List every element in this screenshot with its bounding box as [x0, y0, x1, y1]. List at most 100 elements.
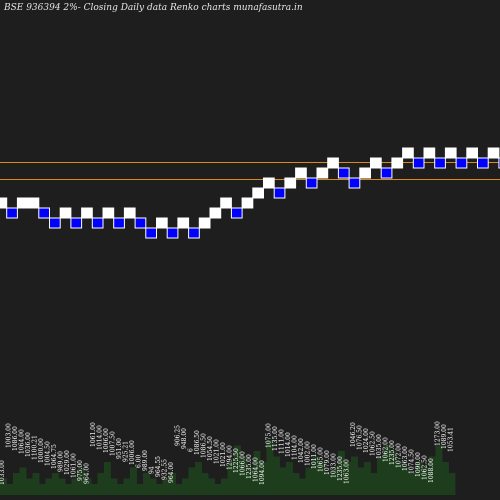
volume-bar [156, 484, 163, 495]
volume-label: 1100.21 [32, 435, 39, 460]
renko-brick-up [359, 167, 371, 179]
volume-bar [175, 484, 183, 495]
renko-brick-down [113, 217, 125, 229]
volume-label: 1002.00 [305, 441, 312, 466]
volume-bar [442, 462, 449, 495]
volume-label: 932.55 [162, 459, 169, 480]
volume-label: 975.00 [77, 460, 84, 481]
renko-brick-up [156, 217, 168, 229]
volume-bar [247, 467, 254, 495]
volume-label: 1003.00 [6, 423, 13, 448]
volume-label: 1074.50 [409, 449, 416, 474]
volume-bar [383, 445, 391, 495]
volume-bar [234, 445, 241, 495]
renko-brick-down [348, 177, 361, 189]
renko-brick-up [263, 177, 275, 189]
renko-brick-down [49, 217, 61, 229]
volume-label: 1235.00 [337, 456, 344, 481]
volume-bar [227, 462, 235, 495]
renko-brick-up [444, 147, 457, 159]
volume-bar [52, 473, 59, 495]
volume-bar [364, 462, 371, 495]
renko-brick-up [209, 207, 222, 219]
renko-brick-down [380, 167, 393, 179]
volume-label: 1061.00 [71, 453, 78, 478]
volume-label: 1042.00 [298, 438, 305, 463]
renko-brick-up [327, 157, 339, 169]
renko-brick-down [498, 157, 500, 169]
renko-brick-up [284, 177, 297, 189]
volume-label: 1053.41 [448, 427, 455, 452]
volume-label: 1063.00 [344, 459, 351, 484]
volume-bar [97, 473, 105, 495]
volume-label: 1064.75 [51, 444, 58, 469]
volume-label: 1029.00 [64, 450, 71, 475]
volume-bar [136, 484, 144, 495]
volume-label: 1111.00 [279, 429, 286, 454]
renko-brick-down [70, 217, 83, 229]
renko-brick-up [220, 197, 232, 209]
volume-label: 1235.00 [246, 454, 253, 479]
volume-bar [195, 462, 202, 495]
renko-brick-up [59, 207, 72, 219]
volume-bar [221, 478, 228, 495]
volume-label: 1089.00 [441, 424, 448, 449]
renko-brick-up [295, 167, 307, 179]
volume-bar [279, 467, 287, 495]
renko-brick-up [16, 197, 29, 209]
volume-label: 964.00 [84, 463, 91, 484]
renko-brick-up [423, 147, 436, 159]
volume-label: 1014.00 [97, 425, 104, 450]
volume-bar [104, 462, 111, 495]
volume-bar [312, 456, 319, 495]
volume-label: 94 [149, 466, 156, 474]
renko-brick-up [370, 157, 382, 169]
volume-bar [390, 451, 397, 495]
volume-label: 1014.00 [285, 432, 292, 457]
volume-label: 948.00 [181, 428, 188, 449]
volume-label: 951.00 [116, 438, 123, 459]
volume-bar [396, 462, 404, 495]
volume-label: 1065.00 [318, 447, 325, 472]
volume-bar [273, 456, 280, 495]
volume-bar [331, 467, 339, 495]
renko-brick-up [27, 197, 40, 209]
volume-label: 1035.00 [376, 434, 383, 459]
volume-label: 1024.00 [363, 428, 370, 453]
volume-bar [169, 473, 176, 495]
volume-bar [338, 451, 345, 495]
volume-label: 1000.00 [38, 438, 45, 463]
renko-brick-up [81, 207, 93, 219]
volume-label: 1033.00 [331, 453, 338, 478]
volume-bar [325, 473, 332, 495]
renko-brick-down [166, 227, 179, 239]
volume-label: 1079.00 [324, 450, 331, 475]
volume-bar [149, 478, 157, 495]
renko-brick-up [252, 187, 265, 199]
renko-brick-down [337, 167, 350, 179]
renko-brick-down [477, 157, 489, 169]
renko-brick-down [6, 207, 18, 219]
volume-label: 1021.00 [220, 442, 227, 467]
volume-label: 1062.50 [370, 431, 377, 456]
volume-bar [344, 462, 352, 495]
renko-brick-up [0, 197, 8, 209]
volume-label: 1090.00 [415, 452, 422, 477]
renko-brick-down [38, 207, 50, 219]
volume-label: 1094.00 [259, 460, 266, 485]
volume-bar [416, 462, 423, 495]
volume-bar [448, 473, 456, 495]
volume-label: 1021.00 [214, 439, 221, 464]
volume-bar [39, 484, 46, 495]
volume-bar [162, 478, 170, 495]
volume-label: 1104.00 [292, 435, 299, 460]
volume-bar [370, 473, 378, 495]
volume-label: 1062.50 [422, 455, 429, 480]
renko-brick-up [102, 207, 115, 219]
volume-label: 1075.00 [266, 423, 273, 448]
renko-brick-up [123, 207, 136, 219]
volume-bar [84, 478, 92, 495]
volume-label: 1004.50 [45, 441, 52, 466]
